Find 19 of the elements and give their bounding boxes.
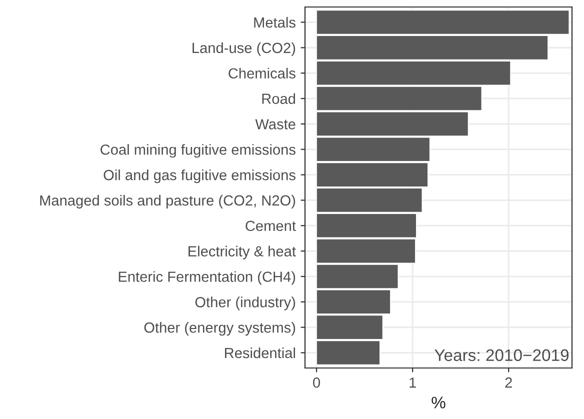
y-tick-label: Coal mining fugitive emissions <box>100 144 296 158</box>
y-tick-label: Other (industry) <box>195 296 296 310</box>
y-tick-label: Residential <box>225 347 295 358</box>
y-tick-label: Metals <box>254 16 296 28</box>
y-tick-label: Cement <box>246 220 296 232</box>
y-tick-label: Managed soils and pasture (CO2, N2O) <box>40 194 296 209</box>
annotation: Years: 2010−2019 <box>434 349 569 362</box>
y-tick-label: Oil and gas fugitive emissions <box>104 170 296 184</box>
y-tick-label: Electricity & heat <box>188 246 296 260</box>
x-tick-label: 1 <box>410 378 416 388</box>
y-tick-label: Chemicals <box>228 68 296 79</box>
y-tick-label: Enteric Fermentation (CH4) <box>118 271 296 285</box>
y-tick-label: Waste <box>255 119 296 130</box>
x-axis-title: % <box>432 396 446 408</box>
x-tick-label: 2 <box>505 377 512 388</box>
y-tick-label: Road <box>262 93 296 104</box>
y-tick-label: Land-use (CO2) <box>192 42 296 56</box>
y-tick-label: Other (energy systems) <box>144 322 296 336</box>
x-tick-label: 0 <box>313 377 320 388</box>
